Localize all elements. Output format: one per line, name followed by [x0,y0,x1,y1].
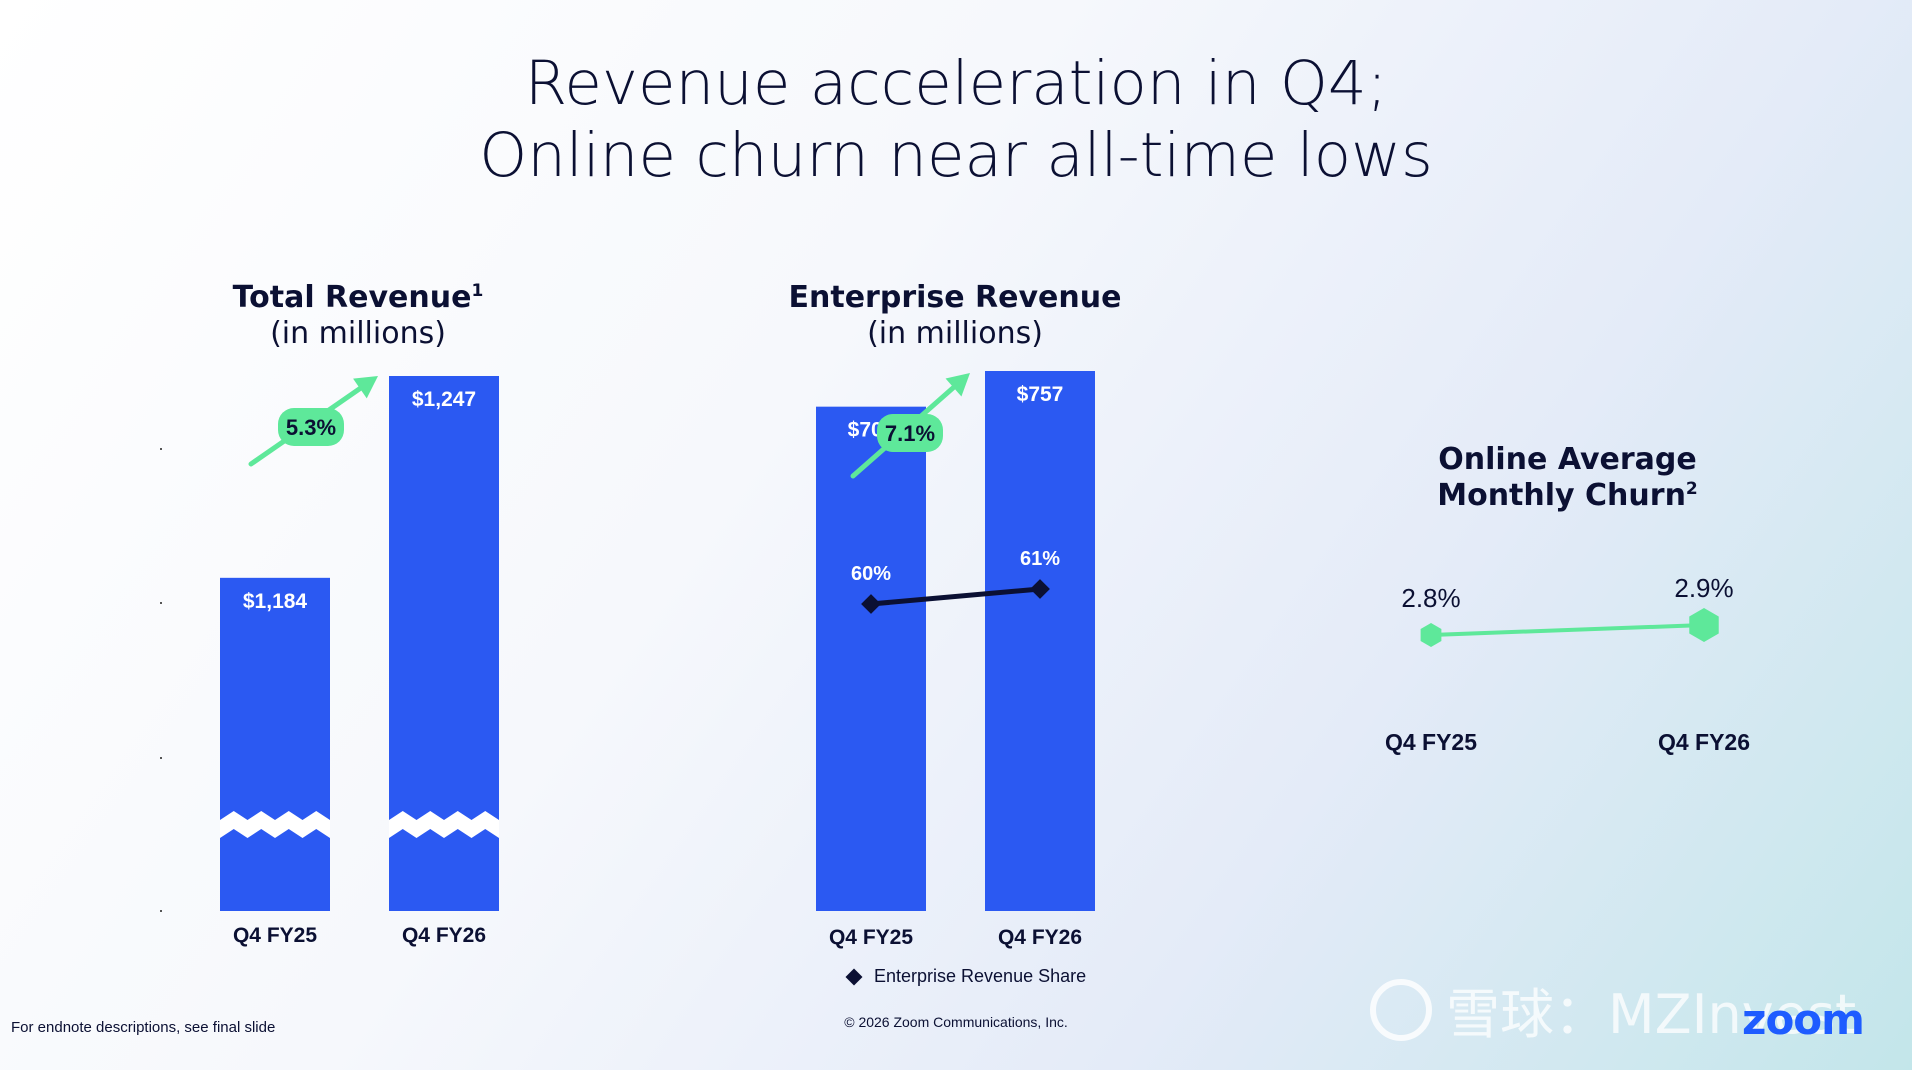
churn-value-label: 2.8% [1401,583,1460,613]
growth-pill [278,408,344,446]
enterprise-revenue-category-label: Q4 FY26 [998,926,1082,949]
growth-pill-label: 7.1% [885,421,935,446]
copyright-text: © 2026 Zoom Communications, Inc. [844,1014,1068,1030]
total-revenue-growth: 5.3% [248,376,378,467]
enterprise-share-marker-icon [1030,579,1050,599]
churn-marker-icon [1420,623,1442,647]
growth-arrowhead-icon [945,373,970,397]
axis-tick-mark [160,448,162,450]
enterprise-revenue-subtitle: (in millions) [867,316,1043,351]
total-revenue-category-label: Q4 FY26 [402,924,486,947]
legend-diamond-icon [845,968,863,985]
zoom-logo: zoom [1742,995,1865,1044]
enterprise-revenue-value-label: $757 [1017,383,1064,406]
growth-pill [877,414,943,452]
online-churn-header: Online Average Monthly Churn2 [1400,442,1735,514]
total-revenue-title: Total Revenue [232,280,472,315]
slide-title-line1: Revenue acceleration in Q4; [524,48,1388,119]
enterprise-revenue-header: Enterprise Revenue (in millions) [785,280,1125,352]
total-revenue-value-label: $1,247 [412,388,476,411]
churn-line [1430,623,1705,637]
axis-tick-mark [160,757,162,759]
total-revenue-header: Total Revenue1 (in millions) [188,280,528,352]
axis-break-zigzag [389,811,499,838]
churn-category-label: Q4 FY26 [1658,729,1750,755]
online-churn-title-line2: Monthly Churn [1437,478,1686,513]
total-revenue-superscript: 1 [471,281,484,301]
enterprise-revenue-growth: 7.1% [850,373,970,479]
watermark-text: 雪球：MZInvest [1446,983,1857,1046]
enterprise-share-marker-icon [861,594,881,614]
slide-title: Revenue acceleration in Q4; Online churn… [0,48,1912,192]
endnote-text: For endnote descriptions, see final slid… [11,1019,276,1036]
total-revenue-category-label: Q4 FY25 [233,924,317,947]
snowball-logo-icon [1370,978,1432,1041]
total-revenue-value-label: $1,184 [243,590,308,613]
legend-label: Enterprise Revenue Share [874,966,1087,986]
churn-marker-icon [1689,608,1719,642]
online-churn-title-line1: Online Average [1438,442,1697,477]
axis-tick-mark [160,602,162,604]
enterprise-share-line [870,586,1041,607]
online-churn-superscript: 2 [1685,479,1698,499]
watermark: 雪球：MZInvest [1370,970,1856,1049]
slide-title-line2: Online churn near all-time lows [479,120,1433,191]
total-revenue-subtitle: (in millions) [270,316,446,351]
axis-tick-mark [160,910,162,912]
chart-legend: Enterprise Revenue Share [845,966,1087,987]
total-revenue-bar [220,577,330,911]
enterprise-revenue-title: Enterprise Revenue [788,280,1122,315]
churn-category-label: Q4 FY25 [1385,729,1477,755]
growth-pill-label: 5.3% [286,415,336,440]
growth-arrowhead-icon [353,376,378,399]
churn-value-label: 2.9% [1674,573,1733,603]
enterprise-revenue-category-label: Q4 FY25 [829,926,913,949]
enterprise-share-value-label: 61% [1020,548,1060,570]
enterprise-revenue-bar [816,406,926,911]
enterprise-revenue-bar [985,371,1095,911]
axis-break-zigzag [220,811,330,838]
enterprise-share-value-label: 60% [851,563,891,585]
